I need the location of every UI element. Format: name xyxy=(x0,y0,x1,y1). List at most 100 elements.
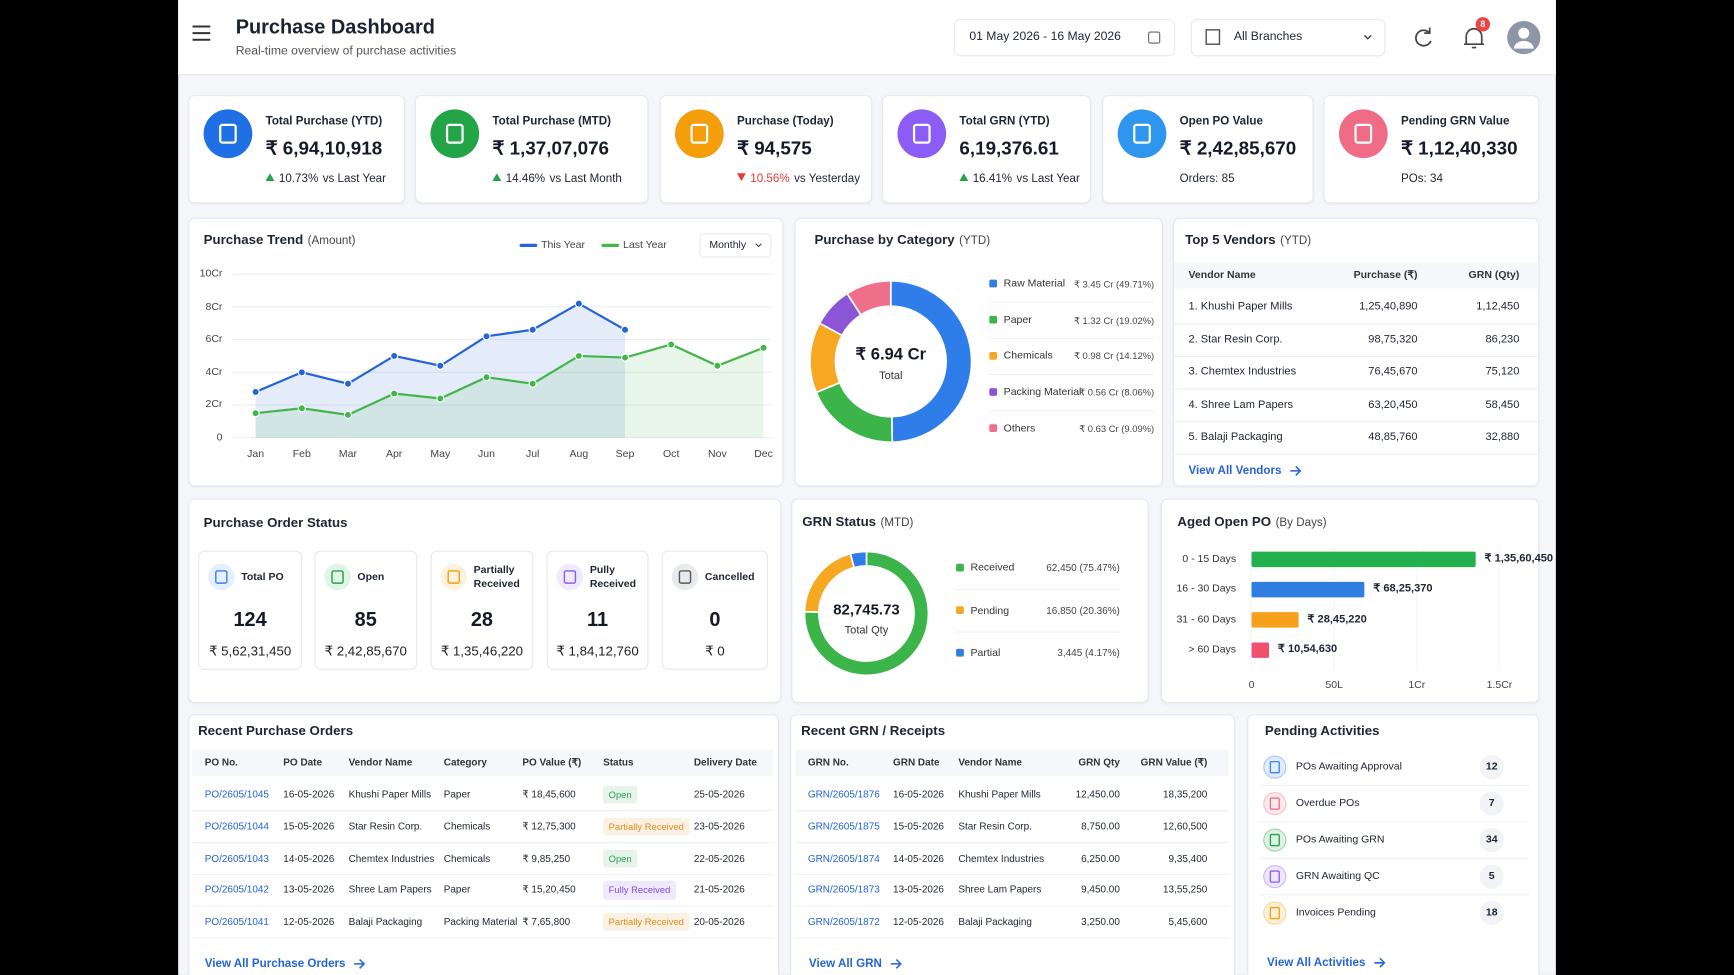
table-cell: 1,12,450 xyxy=(1476,300,1520,313)
avatar-body xyxy=(1513,40,1534,49)
table-cell[interactable]: GRN/2605/1876 xyxy=(807,788,880,800)
card-title-suffix: (MTD) xyxy=(880,515,914,530)
table-cell[interactable]: GRN/2605/1872 xyxy=(807,916,880,928)
table-cell: 22-05-2026 xyxy=(693,852,745,864)
kpi-value: ₹ 1,37,07,076 xyxy=(492,137,610,159)
table-cell[interactable]: PO/2605/1041 xyxy=(204,916,269,928)
status-card xyxy=(430,550,534,670)
status-count: 85 xyxy=(354,608,377,631)
bar xyxy=(1251,581,1365,598)
calendar-icon xyxy=(1148,31,1161,44)
legend-swatch xyxy=(956,606,964,615)
y-tick-label: 4Cr xyxy=(205,365,223,379)
view-all-link[interactable]: View All Vendors xyxy=(1188,463,1282,478)
status-value: ₹ 1,35,46,220 xyxy=(440,643,524,659)
page-subtitle: Real-time overview of purchase activitie… xyxy=(235,44,457,58)
kpi-change-value: 10.56% xyxy=(750,172,790,186)
table-cell[interactable]: GRN/2605/1873 xyxy=(807,884,880,896)
card-title-suffix: (YTD) xyxy=(1280,234,1312,248)
bar xyxy=(1251,612,1299,628)
table-cell: 9,35,400 xyxy=(1168,852,1208,864)
bell-icon xyxy=(1464,27,1484,49)
y-tick-label: 0 xyxy=(216,431,223,444)
count-badge xyxy=(1479,827,1504,853)
card-title-text: Purchase by Category xyxy=(814,231,955,248)
status-badge: Fully Received xyxy=(603,881,676,900)
activity-count: 5 xyxy=(1488,870,1495,883)
table-cell: Paper xyxy=(443,884,471,896)
status-card xyxy=(546,550,649,670)
status-icon xyxy=(678,570,692,584)
table-cell[interactable]: PO/2605/1043 xyxy=(204,852,269,864)
card-title: Aged Open PO (By Days) xyxy=(1177,514,1326,530)
legend-label: Packing Material xyxy=(1003,386,1082,399)
donut-center-value: ₹ 6.94 Cr xyxy=(855,344,927,364)
status-label: Cancelled xyxy=(704,571,755,584)
activity-icon xyxy=(1269,797,1280,810)
table-cell: Shree Lam Papers xyxy=(958,884,1042,896)
data-point xyxy=(436,361,445,370)
card-title-text: Purchase Order Status xyxy=(203,514,348,531)
data-point xyxy=(528,325,537,334)
activity-label: POs Awaiting GRN xyxy=(1295,833,1385,846)
legend-swatch xyxy=(956,648,964,657)
activity-icon xyxy=(1269,906,1280,920)
table-cell: 20-05-2026 xyxy=(693,916,745,928)
table-cell[interactable]: GRN/2605/1874 xyxy=(807,852,880,864)
kpi-compare: vs Yesterday xyxy=(794,172,861,186)
status-icon-bg xyxy=(671,563,699,591)
kpi-compare: vs Last Month xyxy=(549,172,622,186)
link-arrow xyxy=(1374,957,1386,968)
view-all-link[interactable]: View All Activities xyxy=(1267,955,1366,970)
card-title-text: Aged Open PO xyxy=(1177,513,1272,530)
kpi-change-value: 14.46% xyxy=(505,172,546,186)
date-range[interactable]: 01 May 2026 - 16 May 2026 xyxy=(969,30,1121,44)
table-cell: 5,45,600 xyxy=(1168,916,1208,928)
table-cell: Chemicals xyxy=(443,852,491,864)
card-title-text: Recent Purchase Orders xyxy=(198,722,354,739)
kpi-change-value: 10.73% xyxy=(278,172,319,186)
table-cell: 2. Star Resin Corp. xyxy=(1188,333,1283,346)
table-cell[interactable]: PO/2605/1045 xyxy=(204,788,269,800)
table-cell: 76,45,670 xyxy=(1368,365,1418,379)
data-point xyxy=(343,410,353,419)
link-arrow xyxy=(354,958,366,969)
view-all-link[interactable]: View All GRN xyxy=(808,956,882,971)
table-header: Vendor Name xyxy=(348,756,413,768)
legend-label: Last Year xyxy=(623,239,667,252)
kpi-value: ₹ 2,42,85,670 xyxy=(1179,137,1297,159)
legend-label: Received xyxy=(970,561,1015,575)
table-cell[interactable]: PO/2605/1044 xyxy=(204,820,269,832)
x-tick-label: 1Cr xyxy=(1408,679,1426,692)
data-point xyxy=(251,387,260,397)
table-cell: 12-05-2026 xyxy=(893,916,944,928)
data-point xyxy=(482,373,491,382)
view-all-link[interactable]: View All Purchase Orders xyxy=(204,956,346,971)
period-label[interactable]: Monthly xyxy=(709,239,747,252)
y-tick-label: 6Cr xyxy=(205,333,223,346)
kpi-icon xyxy=(430,109,480,159)
table-cell: Chemtex Industries xyxy=(348,852,435,864)
table-cell[interactable]: PO/2605/1042 xyxy=(204,884,269,896)
activity-label: POs Awaiting Approval xyxy=(1295,760,1402,774)
card-title-text: Top 5 Vendors xyxy=(1185,231,1276,248)
table-header: Delivery Date xyxy=(693,756,757,768)
table-cell: 16-05-2026 xyxy=(283,788,335,800)
legend-value: ₹ 0.56 Cr (8.06%) xyxy=(1079,386,1155,398)
chevron-icon xyxy=(755,243,762,248)
table-cell[interactable]: GRN/2605/1875 xyxy=(807,820,880,832)
branch-name[interactable]: All Branches xyxy=(1233,30,1303,44)
table-header-bg xyxy=(795,749,1229,776)
x-tick-label: May xyxy=(430,448,451,461)
status-badge: Open xyxy=(603,785,638,804)
status-icon-bg xyxy=(440,563,467,591)
table-cell: 48,85,760 xyxy=(1368,431,1418,444)
table-cell: Khushi Paper Mills xyxy=(958,788,1041,800)
series-area xyxy=(255,303,626,438)
donut-segment xyxy=(849,550,868,569)
legend-label: Paper xyxy=(1003,313,1032,327)
